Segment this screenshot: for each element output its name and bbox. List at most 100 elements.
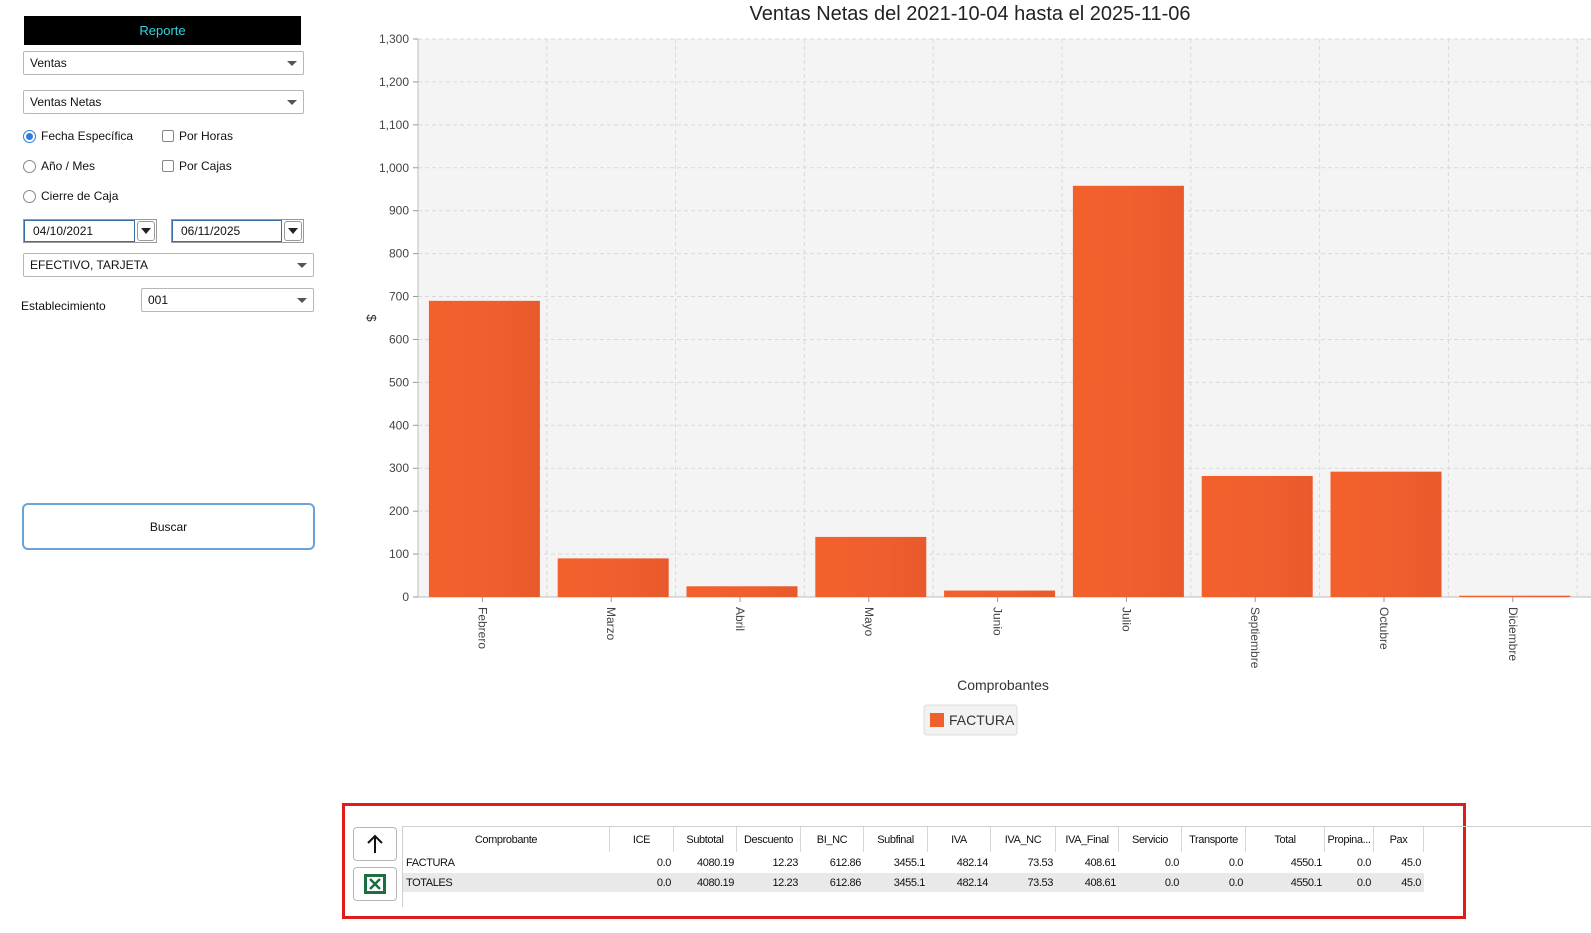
bar-abril[interactable]	[686, 586, 798, 597]
column-header[interactable]: IVA_NC	[991, 827, 1056, 852]
date-to-picker[interactable]: 06/11/2025	[171, 219, 304, 243]
calendar-dropdown-button[interactable]	[284, 221, 302, 241]
chevron-down-icon	[297, 263, 307, 268]
table-cell: 0.0	[1356, 856, 1371, 869]
bars	[428, 185, 1571, 597]
x-tick-label: Junio	[991, 607, 1005, 636]
summary-table: Comprobante ICE Subtotal Descuento BI_NC Subf…	[402, 826, 1591, 907]
bar-chart: Ventas Netas del 2021-10-04 hasta el 202…	[364, 3, 1591, 736]
radio-anio-label: Año / Mes	[41, 159, 96, 173]
column-header[interactable]: Subfinal	[864, 827, 928, 852]
column-header[interactable]: ICE	[610, 827, 674, 852]
radio-icon	[23, 189, 36, 203]
column-header[interactable]: IVA	[928, 827, 991, 852]
table-cell: 0.0	[1228, 856, 1243, 869]
bar-julio[interactable]	[1072, 185, 1184, 597]
date-to-input[interactable]: 06/11/2025	[172, 220, 282, 242]
y-tick-label: 1,000	[379, 161, 409, 175]
establecimiento-label: Establecimiento	[21, 299, 106, 313]
table-cell: 45.0	[1401, 876, 1421, 889]
date-from-picker[interactable]: 04/10/2021	[23, 219, 157, 243]
table-cell: 12.23	[772, 856, 798, 869]
radio-cierre-caja[interactable]: Cierre de Caja	[23, 189, 118, 203]
date-from-input[interactable]: 04/10/2021	[24, 220, 135, 242]
check-por-horas[interactable]: Por Horas	[162, 129, 233, 143]
table-row[interactable]: TOTALES 0.0 4080.19 12.23 612.86 3455.1 482.14…	[403, 873, 1424, 892]
row-label-cell: FACTURA	[406, 856, 455, 869]
table-cell: 3455.1	[893, 876, 926, 889]
y-tick-label: 500	[389, 375, 409, 389]
bar-diciembre[interactable]	[1459, 595, 1571, 597]
highlight-box	[342, 803, 1466, 919]
column-header[interactable]: Pax	[1374, 827, 1424, 852]
y-tick-label: 900	[389, 204, 409, 218]
column-header[interactable]: Transporte	[1182, 827, 1246, 852]
y-tick-label: 200	[389, 504, 409, 518]
payment-method-value: EFECTIVO, TARJETA	[30, 258, 149, 272]
x-tick-label: Julio	[1119, 607, 1133, 632]
column-header[interactable]: Comprobante	[403, 827, 610, 852]
bar-octubre[interactable]	[1330, 471, 1442, 597]
radio-anio-mes[interactable]: Año / Mes	[23, 159, 95, 173]
report-subtype-value: Ventas Netas	[30, 95, 102, 109]
radio-selected-icon	[23, 129, 36, 143]
column-header[interactable]: Total	[1246, 827, 1325, 852]
calendar-dropdown-button[interactable]	[137, 221, 155, 241]
y-tick-label: 100	[389, 547, 409, 561]
checkbox-icon	[162, 160, 174, 172]
x-tick-label: Octubre	[1377, 607, 1391, 650]
bar-junio[interactable]	[944, 590, 1056, 597]
report-subtype-select[interactable]: Ventas Netas	[23, 90, 304, 114]
report-type-select[interactable]: Ventas	[23, 51, 304, 75]
radio-cierre-label: Cierre de Caja	[41, 189, 119, 203]
y-tick-label: 700	[389, 290, 409, 304]
table-cell: 12.23	[772, 876, 798, 889]
column-header[interactable]: Propina...	[1325, 827, 1374, 852]
bar-mayo[interactable]	[815, 536, 927, 597]
table-cell: 0.0	[1356, 876, 1371, 889]
payment-method-select[interactable]: EFECTIVO, TARJETA	[23, 253, 314, 277]
column-header[interactable]: Descuento	[737, 827, 801, 852]
y-axis: 0 100 200 300 400 500 600 700 800 900 1,000 1,100 1,…	[379, 32, 419, 604]
bar-septiembre[interactable]	[1201, 475, 1313, 597]
legend-box	[923, 704, 1018, 736]
arrow-up-icon	[367, 834, 383, 853]
chevron-down-icon	[287, 61, 297, 66]
y-axis-label: $	[364, 314, 379, 322]
x-tick-label: Mayo	[862, 607, 876, 637]
table-cell: 45.0	[1401, 856, 1421, 869]
y-tick-label: 800	[389, 247, 409, 261]
report-header: Reporte	[24, 16, 301, 45]
legend[interactable]: FACTURA	[923, 704, 1018, 736]
table-row[interactable]: FACTURA 0.0 4080.19 12.23 612.86 3455.1 482.14…	[403, 853, 1424, 872]
column-header[interactable]: BI_NC	[801, 827, 864, 852]
excel-icon	[364, 874, 386, 894]
establecimiento-select[interactable]: 001	[141, 288, 314, 312]
table-cell: 4080.19	[697, 856, 734, 869]
legend-swatch	[930, 713, 944, 727]
x-tick-label: Abril	[733, 607, 747, 631]
bar-febrero[interactable]	[428, 300, 540, 597]
y-tick-label: 600	[389, 332, 409, 346]
checkbox-icon	[162, 130, 174, 142]
table-cell: 4550.1	[1290, 856, 1323, 869]
establecimiento-value: 001	[148, 293, 169, 307]
radio-fecha-especifica[interactable]: Fecha Específica	[23, 129, 133, 143]
column-header[interactable]: IVA_Final	[1056, 827, 1119, 852]
buscar-button[interactable]: Buscar	[22, 503, 315, 550]
column-header[interactable]: Subtotal	[674, 827, 737, 852]
x-axis-label: Comprobantes	[957, 677, 1049, 693]
check-por-cajas[interactable]: Por Cajas	[162, 159, 232, 173]
table-cell: 73.53	[1027, 876, 1053, 889]
legend-label: FACTURA	[949, 712, 1015, 728]
y-tick-label: 1,300	[379, 32, 409, 46]
table-cell: 0.0	[1228, 876, 1243, 889]
table-cell: 73.53	[1027, 856, 1053, 869]
export-up-button[interactable]	[353, 827, 397, 861]
x-tick-label: Febrero	[475, 607, 489, 649]
column-header[interactable]: Servicio	[1119, 827, 1182, 852]
chevron-down-icon	[288, 228, 298, 234]
y-tick-label: 300	[389, 461, 409, 475]
excel-export-button[interactable]	[353, 867, 397, 901]
bar-marzo[interactable]	[557, 558, 669, 597]
